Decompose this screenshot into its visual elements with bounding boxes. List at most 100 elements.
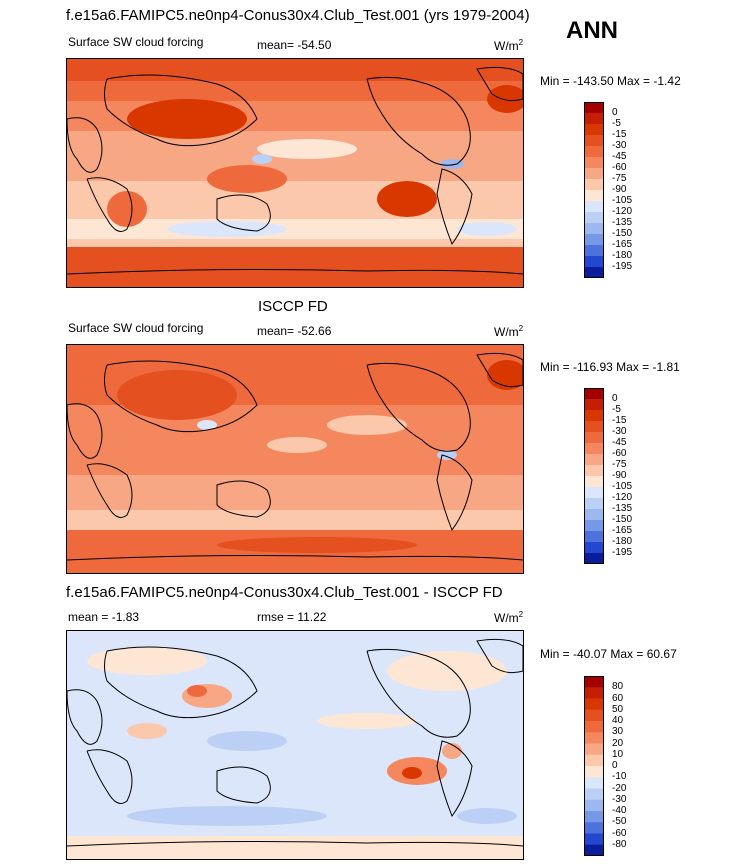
colorbar-tick-label: -30 xyxy=(612,140,627,151)
colorbar-tick-label: -180 xyxy=(612,536,633,547)
coastlines xyxy=(67,638,523,847)
colorbar-swatch xyxy=(584,135,604,147)
field-region xyxy=(317,713,417,729)
field-region xyxy=(442,743,462,759)
field-region xyxy=(487,85,523,113)
colorbar-swatch xyxy=(584,410,604,422)
colorbar-swatch xyxy=(584,553,604,565)
field-region xyxy=(387,651,507,691)
colorbar-tick-label: -150 xyxy=(612,514,633,525)
panel-1-field-label: Surface SW cloud forcing xyxy=(68,35,204,49)
colorbar-swatch xyxy=(584,676,604,688)
colorbar-swatch xyxy=(584,245,604,257)
colorbar-tick-label: 0 xyxy=(612,107,618,118)
colorbar-tick-label: -30 xyxy=(612,426,627,437)
colorbar-tick-label: 10 xyxy=(612,748,624,760)
colorbar-swatch xyxy=(584,498,604,510)
field-region xyxy=(257,139,357,159)
colorbar-tick-label: -120 xyxy=(612,492,633,503)
colorbar-tick-label: 80 xyxy=(612,681,624,693)
field-region xyxy=(402,767,422,779)
panel-3-rmse-label: rmse = 11.22 xyxy=(257,610,327,624)
panel-1-mean-label: mean= -54.50 xyxy=(257,38,332,52)
field-region xyxy=(267,437,327,453)
colorbar-tick-label: -60 xyxy=(612,448,627,459)
panel-2-title: ISCCP FD xyxy=(258,298,328,315)
colorbar-swatch xyxy=(584,788,604,801)
panel-2-mean-label: mean= -52.66 xyxy=(257,324,332,338)
panel-1-units-text: W/m xyxy=(494,39,519,53)
colorbar-tick-label: -105 xyxy=(612,195,633,206)
colorbar-tick-label: -180 xyxy=(612,250,633,261)
field-region xyxy=(217,537,417,553)
colorbar-tick-label: -165 xyxy=(612,525,633,536)
panel-2-units: W/m2 xyxy=(494,324,523,339)
colorbar-tick-label: -10 xyxy=(612,771,627,783)
panel-2-map-svg xyxy=(67,345,523,573)
field-region xyxy=(187,685,207,697)
colorbar-tick-label: -45 xyxy=(612,437,627,448)
colorbar-tick-label: 30 xyxy=(612,726,624,738)
colorbar-swatch xyxy=(584,212,604,224)
colorbar-tick-label: -90 xyxy=(612,184,627,195)
colorbar-swatch xyxy=(584,399,604,411)
colorbar-tick-label: -90 xyxy=(612,470,627,481)
panel-1-map xyxy=(66,58,524,288)
colorbar-swatch xyxy=(584,443,604,455)
colorbar-tick-label: -60 xyxy=(612,827,627,839)
field-region xyxy=(207,731,287,751)
panel-3-units-sup: 2 xyxy=(518,610,524,619)
field-region xyxy=(67,247,523,287)
colorbar-tick-label: -5 xyxy=(612,404,621,415)
field-region xyxy=(127,806,327,826)
colorbar-tick-label: 20 xyxy=(612,737,624,749)
colorbar-swatch xyxy=(584,833,604,846)
colorbar-swatch xyxy=(584,520,604,532)
colorbar-tick-label: -45 xyxy=(612,151,627,162)
colorbar-swatch xyxy=(584,766,604,778)
colorbar-border xyxy=(584,388,604,564)
season-label: ANN xyxy=(566,17,618,44)
colorbar-tick-label: -165 xyxy=(612,239,633,250)
panel-1-colorbar-svg xyxy=(584,102,604,279)
colorbar-swatch xyxy=(584,256,604,268)
colorbar-swatch xyxy=(584,102,604,114)
colorbar-tick-label: -80 xyxy=(612,838,627,850)
colorbar-tick-label: -75 xyxy=(612,459,627,470)
field-region xyxy=(67,510,523,530)
colorbar-swatch xyxy=(584,732,604,744)
panel-3-mean-label: mean = -1.83 xyxy=(68,610,140,624)
colorbar-swatch xyxy=(584,421,604,433)
colorbar-tick-label: 0 xyxy=(612,393,618,404)
field-region xyxy=(457,808,517,824)
field-region xyxy=(67,836,523,859)
colorbar-swatch xyxy=(584,777,604,789)
panel-3-units: W/m2 xyxy=(494,610,523,625)
colorbar-swatch xyxy=(584,721,604,733)
colorbar-tick-label: -60 xyxy=(612,162,627,173)
field-region xyxy=(117,370,237,420)
panel-3-units-text: W/m xyxy=(494,611,519,625)
colorbar-swatch xyxy=(584,113,604,125)
colorbar-border xyxy=(584,102,604,278)
panel-3-colorbar xyxy=(584,676,604,857)
colorbar-swatch xyxy=(584,531,604,543)
colorbar-tick-label: -75 xyxy=(612,173,627,184)
colorbar-swatch xyxy=(584,754,604,767)
colorbar-swatch xyxy=(584,432,604,444)
field-region xyxy=(440,159,464,169)
colorbar-tick-label: -5 xyxy=(612,118,621,129)
colorbar-swatch xyxy=(584,698,604,711)
colorbar-swatch xyxy=(584,811,604,823)
panel-2-map xyxy=(66,344,524,574)
field-region xyxy=(67,81,523,101)
colorbar-swatch xyxy=(584,487,604,499)
colorbar-swatch xyxy=(584,146,604,158)
colorbar-tick-label: -30 xyxy=(612,793,627,805)
colorbar-swatch xyxy=(584,267,604,279)
colorbar-tick-label: -150 xyxy=(612,228,633,239)
panel-2-minmax: Min = -116.93 Max = -1.81 xyxy=(540,360,680,374)
panel-2-field-label: Surface SW cloud forcing xyxy=(68,321,204,335)
colorbar-swatch xyxy=(584,709,604,722)
colorbar-tick-label: -15 xyxy=(612,129,627,140)
